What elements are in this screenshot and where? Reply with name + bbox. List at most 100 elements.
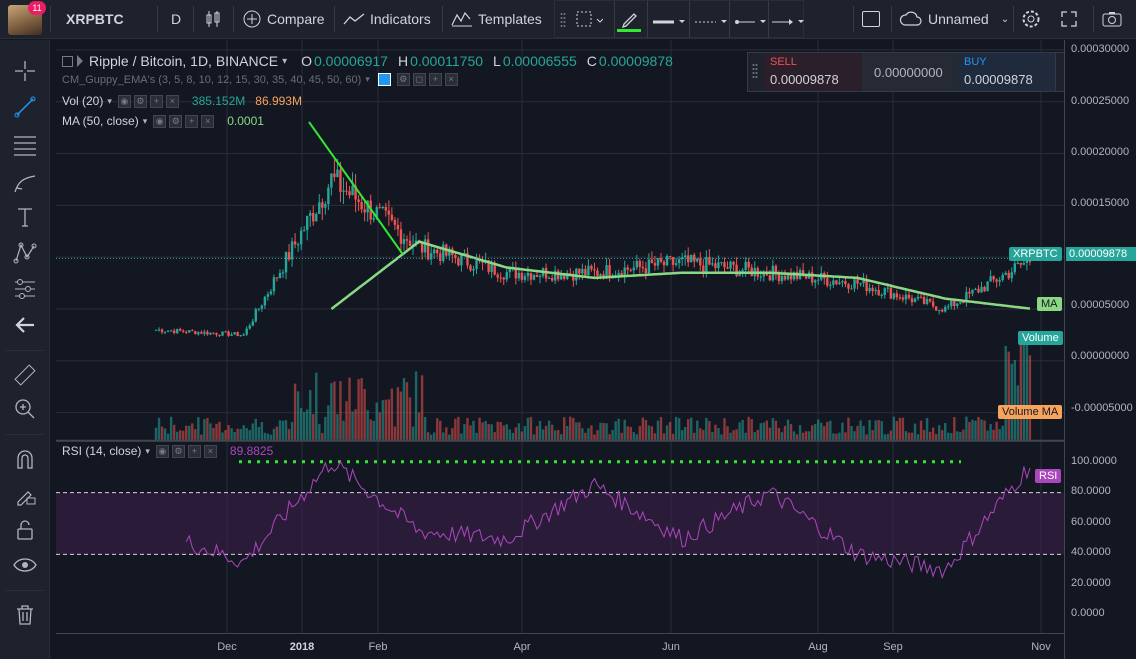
eye-icon[interactable]: ◉ <box>153 114 167 128</box>
rsi-label[interactable]: RSI (14, close) <box>62 444 142 458</box>
symbol-search-button[interactable]: XRPBTC <box>66 11 124 27</box>
chevron-down-icon[interactable]: ▾ <box>365 74 370 84</box>
candle-body <box>448 248 451 256</box>
price-chart[interactable] <box>56 40 1064 633</box>
interval-button[interactable]: D <box>171 11 182 27</box>
chevron-down-icon[interactable]: ▾ <box>282 55 288 67</box>
time-scale[interactable] <box>56 633 1064 659</box>
more-icon[interactable]: + <box>149 94 163 108</box>
price-scale[interactable] <box>1064 40 1136 659</box>
volume-bar <box>986 430 989 440</box>
volume-bar <box>402 378 406 440</box>
guppy-label[interactable]: CM_Guppy_EMA's (3, 5, 8, 10, 12, 15, 30,… <box>62 73 362 86</box>
candle-body <box>650 259 654 264</box>
save-layout-button[interactable]: Unnamed ⌄ <box>899 0 1009 38</box>
ruler-icon[interactable] <box>9 360 41 390</box>
volume-bar <box>959 431 962 440</box>
select-area-icon[interactable] <box>575 10 604 33</box>
eye-icon[interactable] <box>9 550 41 580</box>
gear-icon[interactable] <box>1020 0 1042 38</box>
chart-title[interactable]: Ripple / Bitcoin, 1D, BINANCE <box>89 53 279 69</box>
line-color-icon[interactable] <box>617 7 643 36</box>
sell-button[interactable]: SELL 0.00009878 <box>764 53 862 91</box>
chevron-down-icon[interactable]: ▾ <box>142 115 148 126</box>
buy-label: BUY <box>964 56 987 68</box>
crosshair-icon[interactable] <box>9 56 41 86</box>
volume-bar <box>587 428 590 440</box>
candle-body <box>968 291 971 294</box>
volume-bar <box>599 422 602 440</box>
source-icon[interactable]: ◻ <box>412 73 426 86</box>
flag-icon[interactable] <box>77 55 83 67</box>
volume-bar <box>448 434 451 440</box>
trash-icon[interactable] <box>9 600 41 630</box>
templates-button[interactable]: Templates <box>451 0 542 38</box>
arrow-left-icon[interactable] <box>9 310 41 340</box>
line-end-icon[interactable] <box>771 15 805 30</box>
chevron-down-icon[interactable]: ▾ <box>145 445 150 456</box>
close-icon[interactable]: × <box>201 114 215 128</box>
more-icon[interactable]: + <box>185 114 199 128</box>
volume-bar <box>847 417 850 440</box>
candle-body <box>587 265 590 276</box>
line-style-icon[interactable] <box>694 15 728 30</box>
volume-bar <box>553 430 557 440</box>
candle-body <box>992 276 995 280</box>
fullscreen-square-icon[interactable] <box>862 0 880 38</box>
eye-toggle-icon[interactable] <box>377 73 391 86</box>
close-icon[interactable]: × <box>165 94 179 108</box>
pattern-icon[interactable] <box>9 238 41 268</box>
candle-body <box>680 257 684 260</box>
ma-label[interactable]: MA (50, close) <box>62 114 139 128</box>
line-width-icon[interactable] <box>652 15 686 30</box>
candle-body <box>1019 262 1023 265</box>
line-start-icon[interactable] <box>733 15 767 30</box>
prediction-icon[interactable] <box>9 274 41 304</box>
low-label: L <box>493 53 501 69</box>
volume-bar <box>233 431 236 440</box>
candle-body <box>432 249 436 254</box>
vol-label[interactable]: Vol (20) <box>62 94 104 108</box>
drag-handle-icon[interactable] <box>560 12 566 28</box>
unlock-icon[interactable] <box>9 515 41 545</box>
candle-body <box>157 329 161 331</box>
time-tick: Jun <box>662 641 680 653</box>
gear-icon[interactable]: ⚙ <box>169 114 183 128</box>
candle-body <box>974 288 977 290</box>
text-icon[interactable] <box>9 202 41 232</box>
volume-bar <box>169 416 173 440</box>
candle-body <box>387 210 391 215</box>
candle-body <box>980 286 983 293</box>
more-icon[interactable]: + <box>187 444 201 458</box>
lock-drawing-icon[interactable] <box>9 480 41 510</box>
collapse-icon[interactable] <box>62 55 73 67</box>
candle-body <box>245 328 248 335</box>
compare-button[interactable]: Compare <box>243 0 325 38</box>
gear-icon[interactable]: ⚙ <box>396 73 410 86</box>
candles-icon[interactable] <box>205 0 221 38</box>
horizontal-lines-icon[interactable] <box>9 130 41 160</box>
camera-icon[interactable] <box>1102 0 1122 38</box>
gear-icon[interactable]: ⚙ <box>133 94 147 108</box>
expand-icon[interactable] <box>1060 0 1078 38</box>
candle-body <box>892 293 896 299</box>
brush-icon[interactable] <box>9 168 41 198</box>
more-icon[interactable]: + <box>428 73 442 86</box>
close-value: 0.00009878 <box>598 53 673 69</box>
zoom-in-icon[interactable] <box>9 394 41 424</box>
volume-bar <box>381 400 384 440</box>
eye-icon[interactable]: ◉ <box>155 444 169 458</box>
volume-bar <box>886 433 889 440</box>
magnet-icon[interactable] <box>9 444 41 474</box>
drag-handle-icon[interactable] <box>752 63 758 82</box>
buy-button[interactable]: BUY 0.00009878 <box>958 53 1056 91</box>
gear-icon[interactable]: ⚙ <box>171 444 185 458</box>
indicators-button[interactable]: Indicators <box>343 0 431 38</box>
volume-bar <box>605 423 608 440</box>
trend-line-icon[interactable] <box>9 92 41 122</box>
eye-icon[interactable]: ◉ <box>117 94 131 108</box>
close-icon[interactable]: × <box>444 73 458 86</box>
chevron-down-icon[interactable]: ▾ <box>107 95 112 106</box>
volume-bar <box>677 418 681 440</box>
close-icon[interactable]: × <box>203 444 217 458</box>
